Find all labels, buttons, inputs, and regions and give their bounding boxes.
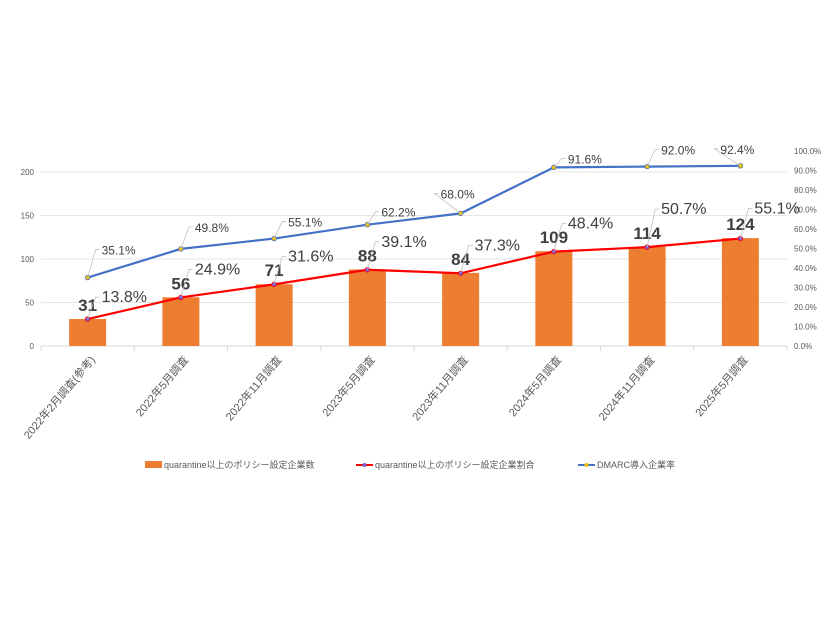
percent-label: 55.1%	[288, 216, 322, 230]
bar-value-label: 124	[726, 215, 755, 234]
series-line	[87, 237, 741, 321]
legend-item: DMARC導入企業率	[578, 459, 675, 470]
category-label: 2022年11月調査	[222, 353, 284, 423]
right-tick-label: 80.0%	[794, 186, 817, 195]
leader-line	[739, 208, 753, 239]
leader-line	[273, 255, 287, 285]
percent-label: 92.4%	[720, 143, 754, 157]
leader-line	[273, 221, 287, 239]
left-tick-label: 50	[25, 299, 34, 308]
percent-label: 13.8%	[102, 289, 147, 306]
leader-line	[646, 149, 660, 167]
right-tick-label: 100.0%	[794, 147, 821, 156]
leader-line	[180, 269, 193, 298]
right-tick-label: 70.0%	[794, 206, 817, 215]
bar-value-label: 84	[451, 250, 470, 269]
percent-label: 48.4%	[568, 216, 613, 233]
bar	[255, 284, 293, 346]
percent-label: 91.6%	[568, 152, 602, 166]
category-label: 2022年5月調査	[133, 353, 192, 419]
right-tick-label: 50.0%	[794, 245, 817, 254]
series-line	[87, 164, 741, 279]
bar	[442, 272, 480, 346]
legend-swatch-bar	[145, 461, 162, 468]
legend-label: quarantine以上のポリシー設定企業割合	[375, 459, 535, 470]
bar	[348, 269, 386, 346]
leader-line	[87, 296, 100, 320]
percent-label: 31.6%	[288, 248, 333, 265]
percent-label: 37.3%	[475, 237, 520, 254]
percent-label: 92.0%	[661, 144, 695, 158]
right-tick-label: 30.0%	[794, 284, 817, 293]
category-label: 2025年5月調査	[692, 353, 751, 419]
data-point	[84, 316, 91, 322]
right-tick-label: 40.0%	[794, 264, 817, 273]
legend-item: quarantine以上のポリシー設定企業割合	[356, 459, 535, 470]
legend-item: quarantine以上のポリシー設定企業数	[145, 459, 315, 470]
leader-line	[646, 208, 660, 248]
bar-value-label: 109	[540, 228, 568, 247]
right-tick-label: 20.0%	[794, 303, 817, 312]
leader-line	[366, 241, 380, 270]
right-tick-label: 0.0%	[794, 342, 812, 351]
category-label: 2024年5月調査	[506, 353, 565, 419]
percent-label: 49.8%	[195, 221, 229, 235]
category-label: 2024年11月調査	[595, 353, 657, 423]
leader-line	[433, 192, 461, 214]
legend-marker	[584, 463, 589, 467]
legend-label: quarantine以上のポリシー設定企業数	[164, 459, 315, 470]
right-tick-label: 60.0%	[794, 225, 817, 234]
leader-line	[553, 157, 566, 168]
leader-line	[553, 223, 566, 252]
left-tick-label: 100	[21, 255, 35, 264]
left-tick-label: 200	[21, 168, 35, 177]
percent-label: 50.7%	[661, 201, 706, 218]
legend-label: DMARC導入企業率	[597, 459, 675, 470]
bar	[69, 319, 107, 346]
right-tick-label: 90.0%	[794, 167, 817, 176]
bar	[721, 238, 759, 346]
percent-label: 35.1%	[102, 244, 136, 258]
bar-value-label: 71	[265, 261, 284, 280]
percent-label: 68.0%	[441, 187, 475, 201]
category-label: 2023年5月調査	[319, 353, 378, 419]
category-label: 2023年11月調査	[409, 353, 471, 423]
bar-value-label: 88	[358, 246, 377, 265]
percent-label: 62.2%	[381, 206, 415, 220]
bar-value-label: 56	[171, 274, 190, 293]
bar-value-label: 114	[633, 224, 661, 243]
legend-marker	[362, 463, 367, 467]
left-tick-label: 0	[30, 342, 35, 351]
leader-line	[367, 211, 380, 225]
leader-line	[87, 249, 100, 278]
right-tick-label: 10.0%	[794, 323, 817, 332]
percent-label: 39.1%	[381, 234, 426, 251]
bar	[628, 246, 666, 346]
leader-line	[180, 226, 193, 250]
percent-label: 24.9%	[195, 261, 240, 278]
bar	[162, 297, 200, 346]
bar	[535, 251, 573, 346]
category-label: 2022年2月調査(参考)	[20, 353, 98, 442]
percent-label: 55.1%	[754, 201, 799, 218]
leader-line	[713, 148, 741, 167]
bar-value-label: 31	[78, 296, 97, 315]
left-tick-label: 150	[21, 212, 35, 221]
leader-line	[460, 244, 473, 274]
